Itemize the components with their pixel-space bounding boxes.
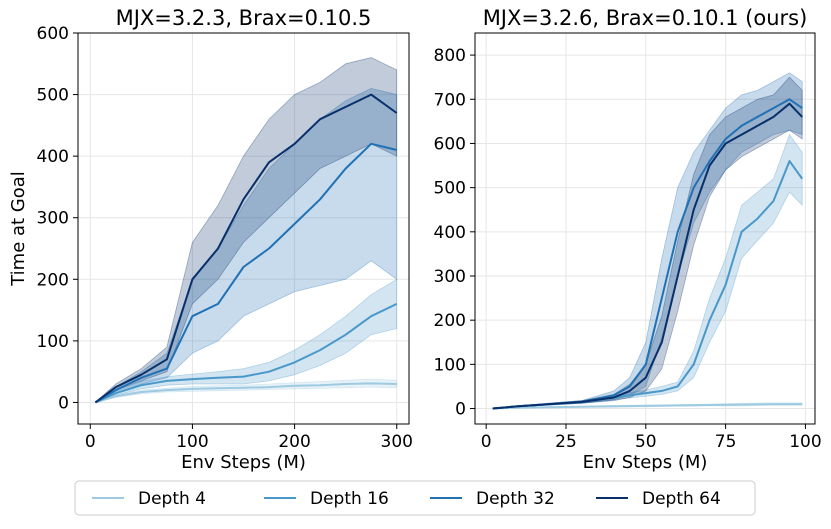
left-line-depth-32 [94, 142, 397, 404]
right-y-tick-label: 100 [434, 355, 466, 375]
legend-label-depth-64: Depth 64 [642, 489, 721, 509]
left-chart-title: MJX=3.2.3, Brax=0.10.5 [116, 6, 372, 30]
left-y-tick-label: 0 [58, 393, 69, 413]
left-line-depth-4 [95, 382, 397, 404]
left-axes-frame [77, 32, 410, 425]
right-x-axis-label: Env Steps (M) [583, 452, 708, 473]
left-x-tick-label: 100 [176, 432, 208, 452]
right-line-depth-64 [492, 102, 803, 410]
left-y-axis-label: Time at Goal [8, 171, 29, 287]
right-panel: 0 25 50 75 100 0 100 200 300 400 500 600 700 800 Env S… [434, 6, 822, 473]
left-x-tick-label: 300 [381, 432, 413, 452]
left-x-tick-label: 0 [85, 432, 96, 452]
legend-label-depth-16: Depth 16 [310, 489, 389, 509]
right-line-depth-4 [492, 403, 803, 410]
left-y-tick-label: 100 [37, 332, 69, 352]
right-x-tick-label: 100 [789, 432, 821, 452]
right-y-tick-label: 400 [434, 223, 466, 243]
right-y-tick-label: 700 [434, 90, 466, 110]
left-line-depth-16 [94, 302, 398, 404]
legend-label-depth-32: Depth 32 [476, 489, 555, 509]
left-line-depth-64 [94, 93, 398, 404]
right-y-tick-label: 300 [434, 267, 466, 287]
right-y-tick-label: 600 [434, 134, 466, 154]
left-panel: 0 100 200 300 0 100 200 300 400 500 600 Env Steps (… [8, 6, 413, 473]
left-x-tick-label: 200 [278, 432, 310, 452]
right-y-tick-label: 200 [434, 311, 466, 331]
right-x-tick-label: 50 [635, 432, 657, 452]
right-y-tick-label: 800 [434, 46, 466, 66]
legend-label-depth-4: Depth 4 [138, 489, 206, 509]
left-y-tick-label: 400 [37, 147, 69, 167]
right-x-tick-label: 0 [481, 432, 492, 452]
right-y-tick-label: 500 [434, 179, 466, 199]
right-x-tick-label: 75 [715, 432, 737, 452]
left-y-tick-label: 200 [37, 270, 69, 290]
left-y-tick-label: 500 [37, 86, 69, 106]
left-y-tick-label: 300 [37, 209, 69, 229]
right-y-tick-label: 0 [455, 400, 466, 420]
right-x-tick-label: 25 [555, 432, 577, 452]
right-chart-title: MJX=3.2.6, Brax=0.10.1 (ours) [483, 6, 808, 30]
legend: Depth 4 Depth 16 Depth 32 Depth 64 [74, 480, 756, 516]
left-y-tick-label: 600 [37, 24, 69, 44]
legend-frame [74, 480, 756, 516]
right-axes-frame [474, 32, 816, 425]
left-x-axis-label: Env Steps (M) [181, 452, 306, 473]
